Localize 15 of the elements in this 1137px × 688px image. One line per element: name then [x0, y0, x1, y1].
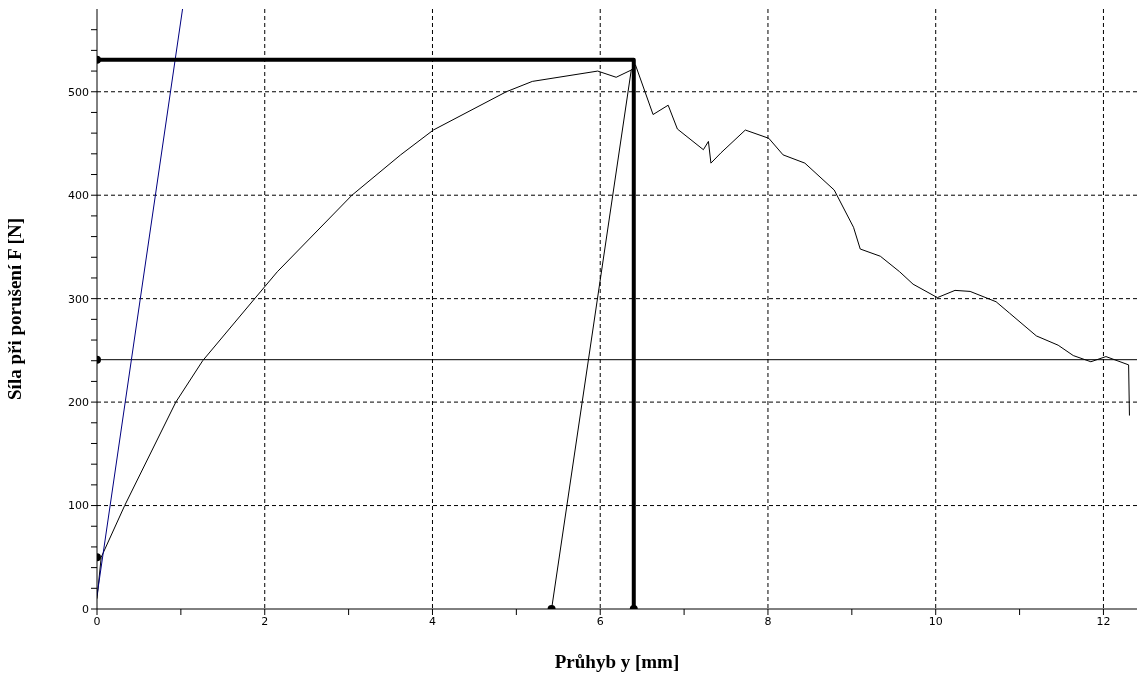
y-tick-label: 100 [68, 499, 89, 513]
x-tick-label: 2 [261, 614, 269, 628]
x-tick-label: 8 [764, 614, 772, 628]
x-tick-label: 6 [596, 614, 604, 628]
x-tick-label: 12 [1096, 614, 1111, 628]
y-tick-label: 0 [82, 602, 89, 616]
y-tick-label: 200 [68, 396, 89, 410]
y-tick-label: 300 [68, 292, 89, 306]
y-axis-title: Síla při porušení F [N] [3, 218, 25, 400]
x-tick-label: 0 [93, 614, 101, 628]
y-tick-label: 400 [68, 189, 89, 203]
x-tick-label: 10 [928, 614, 943, 628]
x-tick-label: 4 [428, 614, 436, 628]
y-tick-label: 500 [68, 85, 89, 99]
x-axis-title: Průhyb y [mm] [554, 651, 680, 672]
